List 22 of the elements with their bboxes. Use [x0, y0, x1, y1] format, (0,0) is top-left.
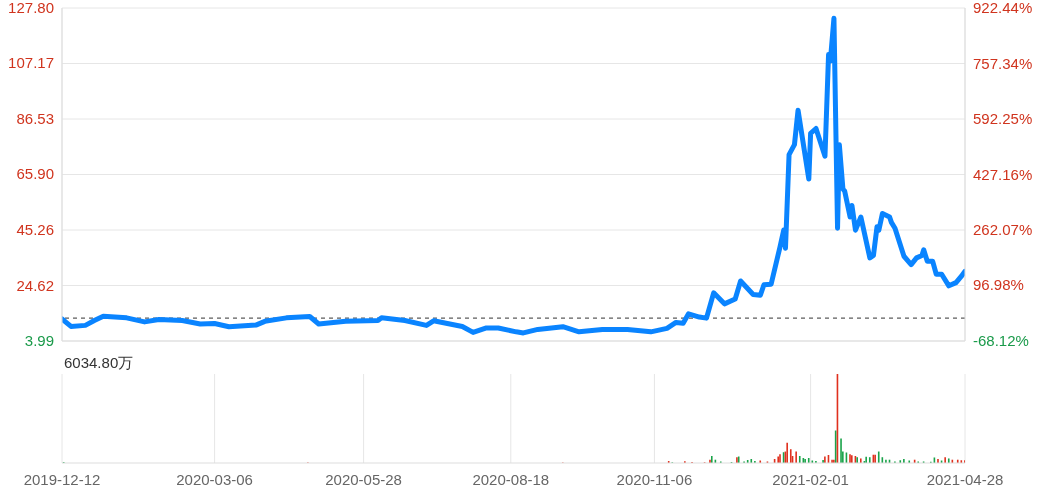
- y2-tick-label: 757.34%: [973, 54, 1033, 72]
- y-tick-label: 45.26: [16, 221, 54, 238]
- y-tick-label: 24.62: [16, 276, 54, 294]
- x-tick-label: 2020-05-28: [325, 471, 402, 488]
- y2-tick-label: 922.44%: [973, 0, 1033, 16]
- x-tick-label: 2020-08-18: [472, 471, 550, 488]
- y-tick-label: 86.53: [16, 110, 54, 127]
- x-tick-label: 2019-12-12: [23, 471, 101, 488]
- y2-tick-label: -68.12%: [973, 332, 1029, 349]
- y2-tick-label: 96.98%: [973, 276, 1024, 294]
- x-tick-label: 2020-11-06: [616, 471, 693, 488]
- x-tick-label: 2021-02-01: [772, 471, 849, 488]
- x-tick-label: 2020-03-06: [176, 471, 253, 488]
- y-tick-label: 127.80: [8, 0, 54, 16]
- y-tick-label: 65.90: [16, 165, 54, 183]
- y-tick-label: 3.99: [24, 332, 54, 349]
- x-tick-label: 2021-04-28: [926, 471, 1004, 488]
- y2-tick-label: 592.25%: [973, 110, 1033, 127]
- y2-tick-label: 427.16%: [973, 165, 1033, 183]
- y2-tick-label: 262.07%: [973, 221, 1033, 238]
- y-tick-label: 107.17: [8, 54, 54, 72]
- text: 6034.80万: [64, 354, 134, 373]
